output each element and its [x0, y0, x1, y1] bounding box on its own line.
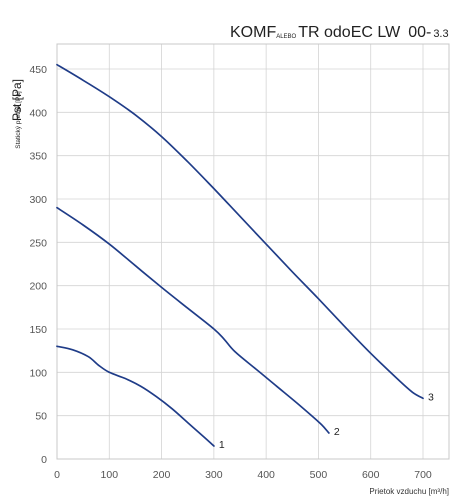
y-tick-label: 450	[29, 64, 47, 76]
curves	[56, 63, 424, 447]
curve-label-1: 1	[219, 439, 225, 451]
chart-title: KOMFALEBO TR odoEC LW 00- 3.3	[230, 24, 449, 41]
x-tick-label: 400	[257, 469, 275, 481]
y-axis-title: Pst [Pa]	[10, 79, 24, 121]
y-tick-labels: 0 50 100 150 200 250 300 350 400 450	[29, 64, 47, 466]
y-tick-label: 100	[29, 367, 47, 379]
y-tick-label: 250	[29, 237, 47, 249]
x-tick-label: 600	[362, 469, 380, 481]
y-tick-label: 50	[35, 411, 47, 423]
grid	[57, 44, 449, 459]
curve-label-3: 3	[428, 391, 434, 403]
x-tick-labels: 0 100 200 300 400 500 600 700	[54, 469, 432, 481]
y-tick-label: 150	[29, 324, 47, 336]
x-tick-label: 100	[101, 469, 119, 481]
y-tick-label: 300	[29, 194, 47, 206]
x-tick-label: 500	[310, 469, 328, 481]
curve-3	[56, 63, 424, 400]
x-tick-label: 300	[205, 469, 223, 481]
x-tick-label: 200	[153, 469, 171, 481]
x-axis-title: Prietok vzduchu [m³/h]	[369, 487, 449, 496]
x-tick-label: 700	[414, 469, 432, 481]
curve-2	[56, 206, 330, 434]
y-tick-label: 200	[29, 281, 47, 293]
curve-1	[56, 345, 215, 447]
y-tick-label: 350	[29, 151, 47, 163]
plot-frame	[56, 43, 450, 460]
x-tick-label: 0	[54, 469, 60, 481]
y-tick-label: 400	[29, 107, 47, 119]
y-tick-label: 0	[41, 454, 47, 466]
y-axis-subtitle: Statický pretlak [Pa]	[15, 91, 22, 149]
curve-label-2: 2	[334, 426, 340, 438]
curve-labels: 1 2 3	[219, 391, 434, 451]
